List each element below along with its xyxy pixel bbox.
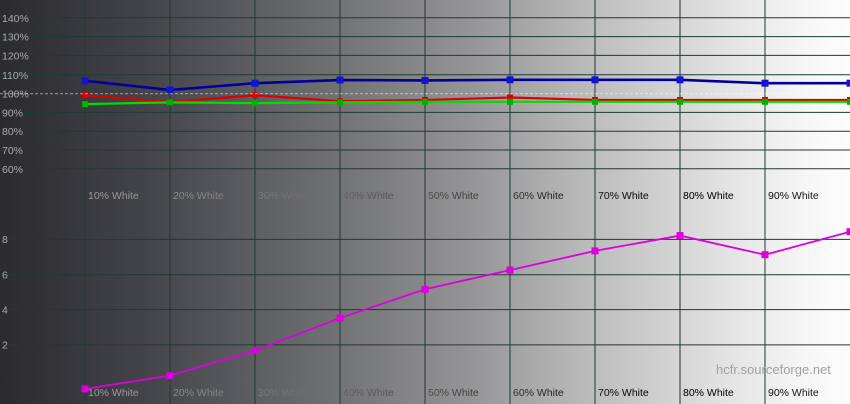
- svg-text:8: 8: [2, 234, 8, 246]
- svg-text:130%: 130%: [2, 32, 29, 44]
- svg-text:60%: 60%: [2, 164, 23, 176]
- svg-text:70%: 70%: [2, 145, 23, 157]
- svg-text:50% White: 50% White: [428, 190, 479, 202]
- svg-text:50% White: 50% White: [428, 387, 479, 399]
- svg-text:80%: 80%: [2, 126, 23, 138]
- svg-text:30% White: 30% White: [258, 387, 309, 399]
- svg-text:hcfr.sourceforge.net: hcfr.sourceforge.net: [716, 362, 831, 377]
- svg-text:4: 4: [2, 304, 8, 316]
- svg-text:20% White: 20% White: [173, 190, 224, 202]
- svg-text:6: 6: [2, 270, 8, 282]
- svg-text:90% White: 90% White: [768, 190, 819, 202]
- svg-text:60% White: 60% White: [513, 190, 564, 202]
- svg-text:70% White: 70% White: [598, 387, 649, 399]
- svg-text:100%: 100%: [2, 89, 29, 101]
- svg-text:110%: 110%: [2, 70, 28, 82]
- svg-text:70% White: 70% White: [598, 190, 649, 202]
- svg-text:10% White: 10% White: [88, 190, 139, 202]
- svg-text:80% White: 80% White: [683, 387, 734, 399]
- svg-text:2: 2: [2, 340, 8, 352]
- svg-text:30% White: 30% White: [258, 190, 309, 202]
- svg-text:120%: 120%: [2, 50, 29, 62]
- svg-text:140%: 140%: [2, 13, 29, 25]
- svg-text:90%: 90%: [2, 107, 23, 119]
- svg-text:20% White: 20% White: [173, 387, 224, 399]
- svg-text:90% White: 90% White: [768, 387, 819, 399]
- svg-text:60% White: 60% White: [513, 387, 564, 399]
- svg-text:80% White: 80% White: [683, 190, 734, 202]
- svg-text:10% White: 10% White: [88, 387, 139, 399]
- svg-text:40% White: 40% White: [343, 190, 394, 202]
- svg-text:40% White: 40% White: [343, 387, 394, 399]
